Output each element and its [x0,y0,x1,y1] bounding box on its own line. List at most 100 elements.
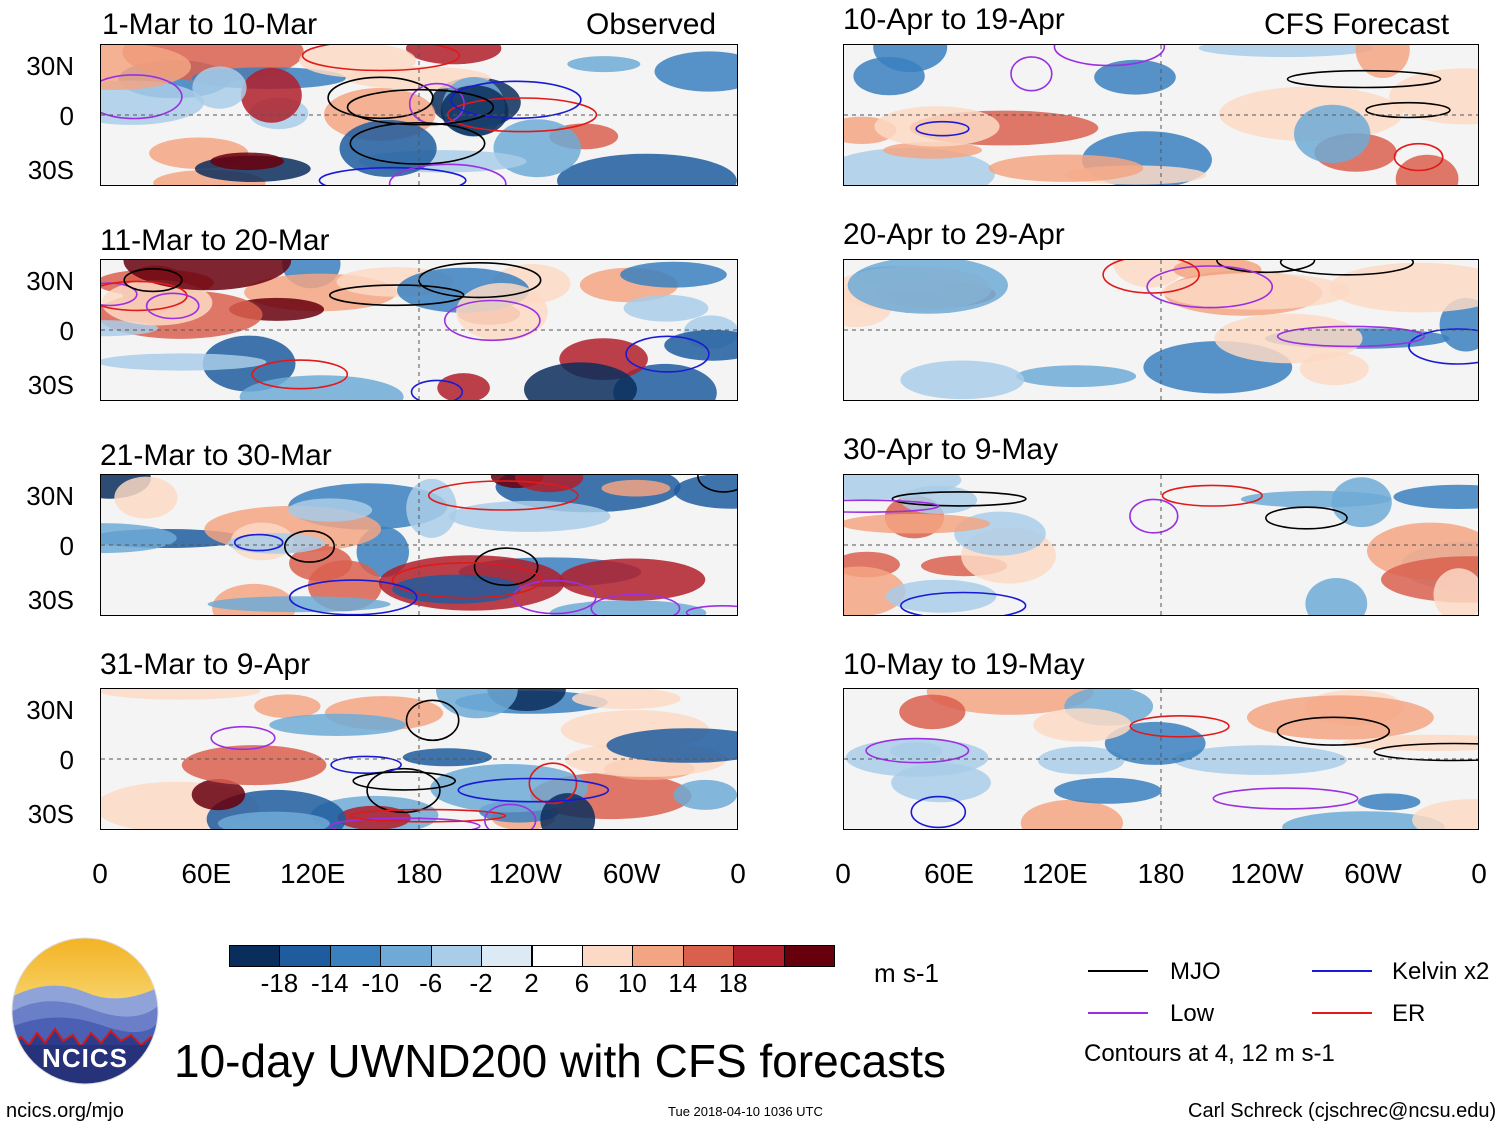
x-tick-label: 0 [1471,858,1487,889]
anomaly-region [392,574,521,604]
map-panel-obs-3 [100,474,738,616]
contour-line [233,533,284,552]
anomaly-region [192,66,247,109]
anomaly-region [601,479,671,497]
anomaly-region [606,728,737,763]
colorbar-box [430,945,483,967]
contour-line [891,491,1027,507]
colorbar-tick-label: 6 [574,968,590,998]
y-tick-label: 30S [27,799,74,829]
contour-line [329,817,481,829]
footer-url[interactable]: ncics.org/mjo [6,1100,124,1122]
contour-line [865,737,970,764]
legend-mjo-label: MJO [1170,958,1221,985]
anomaly-region [1054,777,1162,804]
panel-title-obs-2: 11-Mar to 20-Mar [100,224,330,257]
y-tick-label: 0 [59,531,74,561]
anomaly-region [101,523,177,554]
colorbar-box [229,945,281,967]
contour-line [418,262,542,299]
contour-line [1129,714,1230,738]
anomaly-region [288,498,373,522]
anomaly-region [559,558,706,601]
anomaly-region [623,294,709,322]
anomaly-region [289,545,352,582]
anomaly-region [227,533,326,554]
colorbar-box [329,945,382,967]
anomaly-region [1173,745,1347,775]
colorbar-box [682,945,735,967]
anomaly-region [654,51,737,92]
colorbar-tick-label: 2 [524,968,539,998]
panel-title-fc-1: 10-Apr to 19-Apr [843,3,1065,36]
anomaly-region [1342,734,1478,751]
contour-line [318,166,467,185]
x-tick-label: 60E [181,858,232,889]
anomaly-region [101,45,191,90]
contour-line [685,605,737,615]
anomaly-region [1094,59,1176,95]
observed-label: Observed [586,8,717,41]
anomaly-region [572,689,681,710]
anomaly-region [900,485,978,514]
contour-line [1010,56,1053,92]
map-field [844,475,1478,615]
anomaly-region [217,811,330,829]
anomaly-region [847,260,1008,314]
colorbar-tick-label: -6 [419,968,443,998]
anomaly-region [1112,260,1187,288]
anomaly-region [1331,477,1392,528]
anomaly-region [988,154,1144,182]
colorbar-tick-label: 10 [617,968,647,998]
map-panel-fc-4 [843,688,1479,830]
contour-line [1276,716,1391,746]
anomaly-region [437,373,490,400]
y-tick-label: 30N [26,51,74,81]
colorbar-box [733,945,785,967]
y-tick-label: 30S [27,155,74,185]
colorbar-tick-label: 18 [718,968,748,998]
contour-line [1279,260,1414,276]
anomaly-region [883,141,982,159]
x-tick-label: 60W [1344,858,1402,889]
anomaly-region [567,56,641,73]
anomaly-region [1294,104,1371,164]
panel-title-fc-3: 30-Apr to 9-May [843,433,1059,466]
contour-line [910,795,967,829]
x-tick-label: 120W [1230,858,1304,889]
logo-text: NCICS [42,1043,128,1073]
contour-line [1264,506,1348,530]
legend-low-line [1088,1012,1148,1014]
map-panel-obs-2 [100,259,738,401]
anomaly-region [1037,746,1125,775]
x-tick-label: 60E [924,858,974,889]
contour-line [346,88,495,126]
contour-line [473,547,539,587]
map-panel-fc-1 [843,44,1479,186]
contour-line [528,762,578,805]
contour-line [410,379,464,400]
map-field [101,260,737,400]
anomaly-region [101,689,261,700]
y-tick-label: 0 [59,101,74,131]
contour-line [348,808,507,823]
anomaly-region [207,596,391,613]
ncics-logo: NCICS [11,937,159,1085]
contour-line [1276,325,1425,348]
anomaly-region [1412,799,1478,829]
contour-line [405,699,460,742]
x-tick-label: 0 [730,858,746,889]
contour-line [1365,101,1451,119]
legend-er-line [1312,1012,1372,1014]
colorbar-tick-label: -2 [469,968,493,998]
anomaly-region [885,579,997,613]
contour-line [1161,484,1263,507]
anomaly-region [891,763,991,803]
contour-line [251,359,349,390]
anomaly-region [620,261,727,288]
anomaly-region [456,283,548,341]
contour-line [512,579,597,615]
contour-line [327,76,434,120]
anomaly-region [1357,793,1421,811]
contour-line [1286,69,1442,89]
